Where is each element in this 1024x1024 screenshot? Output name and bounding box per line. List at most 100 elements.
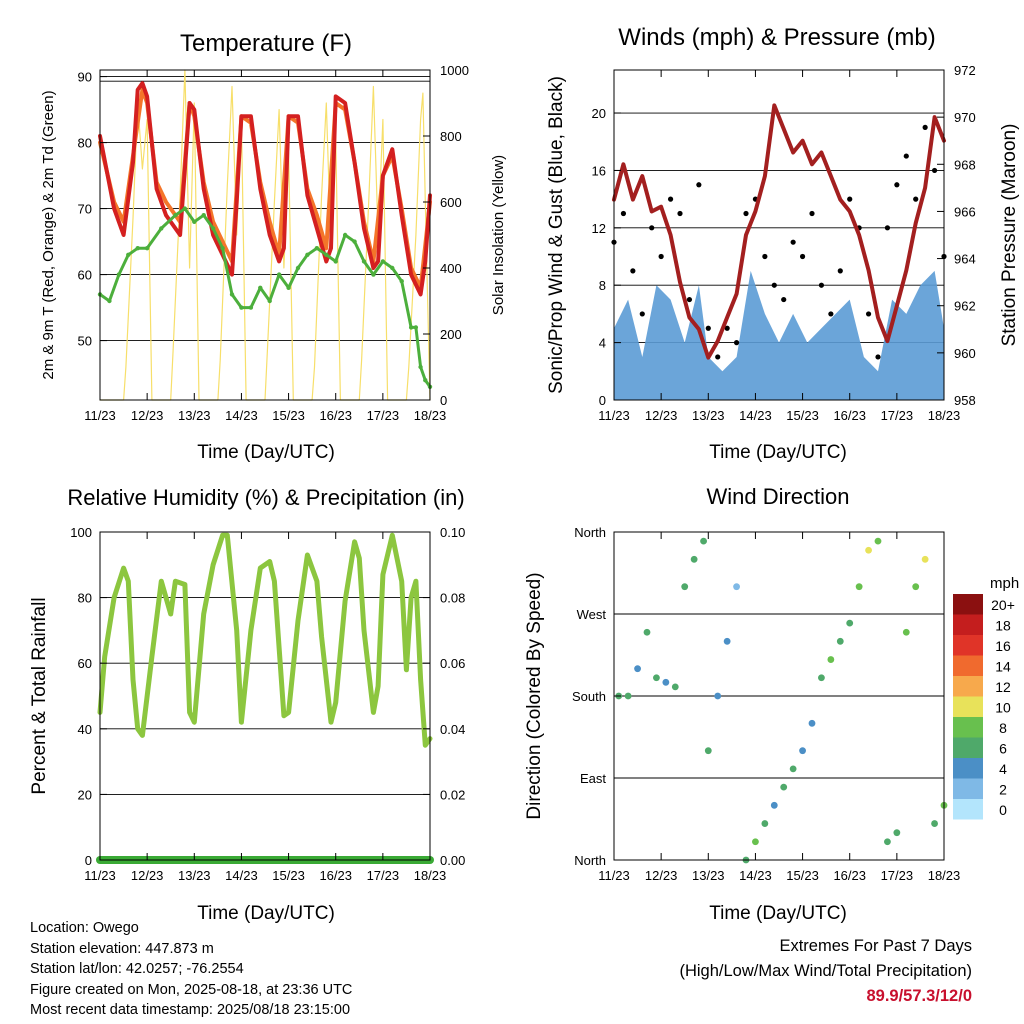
- legend-label: 18: [995, 618, 1011, 634]
- temperature-title: Temperature (F): [180, 30, 352, 57]
- speed-legend: mph 20+ 18 16 14 12 10 8 6 4 2 0: [953, 575, 1019, 820]
- dewpoint-point: [239, 305, 244, 310]
- humidity-plot-frame: [99, 531, 431, 861]
- direction-point: [653, 674, 660, 682]
- direction-grid: [614, 613, 944, 779]
- temperature-x-ticks: 11/23 12/23 13/23 14/23 15/23 16/23 17/23 18/23: [84, 70, 446, 423]
- extremes-subtitle: (High/Low/Max Wind/Total Precipitation): [679, 962, 972, 980]
- y-tick-label: 12: [592, 221, 606, 236]
- relative-humidity-line: [97, 532, 433, 748]
- legend-label: 8: [999, 720, 1007, 736]
- gust-point: [696, 182, 702, 188]
- winds-x-ticks: 11/23 12/23 13/23 14/23 15/23 16/23 17/23 18/23: [598, 70, 960, 423]
- legend-swatch: [953, 594, 983, 615]
- y2-tick-label: 800: [440, 129, 462, 144]
- dewpoint-point: [126, 252, 131, 257]
- y-tick-label: 80: [78, 591, 92, 606]
- winds-right-ticks: 958 960 962 964 966 968 970 972: [937, 63, 976, 408]
- x-tick-label: 14/23: [739, 408, 772, 423]
- dewpoint-point: [361, 259, 367, 264]
- y-tick-label: 80: [78, 136, 92, 151]
- direction-point: [690, 555, 698, 563]
- direction-x-ticks: 11/23 12/23 13/23 14/23 15/23 16/23 17/23 18/23: [598, 532, 960, 883]
- y-tick-label: 60: [78, 268, 92, 283]
- humidity-title: Relative Humidity (%) & Precipitation (i…: [67, 485, 464, 510]
- dewpoint-point: [267, 298, 272, 304]
- dewpoint-point: [210, 226, 216, 231]
- winds-series: [611, 103, 947, 400]
- dewpoint-point: [220, 246, 225, 251]
- gust-point: [771, 282, 777, 288]
- x-tick-label: 18/23: [928, 408, 961, 423]
- direction-point: [752, 838, 759, 846]
- x-tick-label: 16/23: [319, 408, 352, 423]
- dewpoint-point: [276, 272, 282, 277]
- gust-point: [686, 296, 693, 303]
- extremes-values: 89.9/57.3/12/0: [866, 987, 972, 1005]
- dewpoint-point: [371, 272, 376, 277]
- direction-xlabel: Time (Day/UTC): [709, 903, 847, 924]
- gust-point: [828, 311, 834, 317]
- dewpoint-point: [144, 246, 150, 251]
- direction-point: [681, 583, 689, 591]
- humidity-grid: [100, 597, 430, 795]
- y-tick-label: West: [577, 607, 607, 622]
- legend-swatch: [953, 737, 983, 758]
- dewpoint-point: [192, 219, 197, 224]
- x-tick-label: 11/23: [598, 868, 630, 883]
- gust-point: [658, 253, 664, 260]
- legend-label: 12: [995, 679, 1011, 695]
- y2-tick-label: 958: [954, 393, 976, 408]
- dewpoint-point: [324, 252, 329, 257]
- x-tick-label: 12/23: [645, 408, 678, 423]
- gust-point: [847, 196, 853, 202]
- gust-point: [762, 253, 768, 260]
- gust-point: [705, 325, 711, 331]
- gust-point: [837, 268, 843, 274]
- gust-point: [781, 296, 787, 303]
- temperature-ylabel-left: 2m & 9m T (Red, Orange) & 2m Td (Green): [40, 90, 57, 379]
- y-tick-label: 20: [592, 106, 606, 121]
- y-tick-label: 50: [78, 334, 92, 349]
- direction-point: [733, 583, 740, 591]
- humidity-right-ticks: 0.00 0.02 0.04 0.06 0.08 0.10: [423, 525, 465, 868]
- y2-tick-label: 964: [954, 252, 976, 267]
- gust-point: [894, 182, 900, 188]
- temperature-xlabel: Time (Day/UTC): [197, 442, 335, 463]
- x-tick-label: 12/23: [131, 408, 164, 423]
- y2-tick-label: 0.10: [440, 525, 465, 540]
- x-tick-label: 12/23: [645, 868, 678, 883]
- extremes-title: Extremes For Past 7 Days: [779, 937, 972, 955]
- x-tick-label: 17/23: [881, 408, 914, 423]
- x-tick-label: 17/23: [367, 868, 400, 883]
- direction-point: [671, 683, 679, 691]
- y-tick-label: 8: [599, 278, 606, 293]
- dewpoint-point: [408, 325, 414, 330]
- x-tick-label: 11/23: [84, 408, 116, 423]
- station-latlon: Station lat/lon: 42.0257; -76.2554: [30, 961, 244, 977]
- gust-point: [903, 153, 909, 159]
- dewpoint-point: [333, 259, 338, 264]
- dewpoint-point: [295, 265, 301, 271]
- legend-swatch: [953, 778, 983, 799]
- dewpoint-point: [201, 213, 206, 218]
- x-tick-label: 16/23: [833, 408, 866, 423]
- dewpoint-point: [413, 325, 419, 330]
- speed-legend-title: mph: [990, 575, 1019, 592]
- legend-label: 10: [995, 700, 1011, 716]
- gust-point: [913, 196, 919, 202]
- direction-point: [780, 783, 788, 791]
- y-tick-label: 40: [78, 722, 92, 737]
- legend-label: 2: [999, 782, 1007, 798]
- direction-point: [902, 628, 910, 636]
- legend-label: 0: [999, 802, 1007, 818]
- y2-tick-label: 0.04: [440, 722, 465, 737]
- legend-swatch: [953, 758, 983, 779]
- dewpoint-point: [418, 364, 423, 370]
- dewpoint-point: [173, 213, 178, 218]
- y-tick-label: 90: [78, 70, 92, 85]
- gust-point: [630, 268, 636, 274]
- dewpoint-point: [159, 226, 164, 231]
- y-tick-label: 100: [70, 525, 92, 540]
- y-tick-label: East: [580, 771, 606, 786]
